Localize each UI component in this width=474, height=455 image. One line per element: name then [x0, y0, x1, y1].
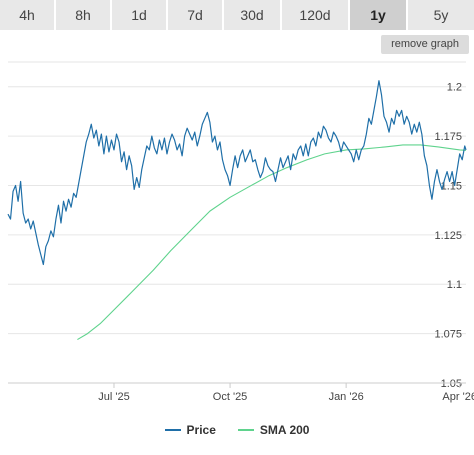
y-tick-label: 1.2	[447, 82, 462, 94]
x-tick-label: Jul '25	[98, 391, 129, 403]
y-tick-label: 1.075	[434, 329, 462, 341]
legend-label: SMA 200	[259, 423, 310, 437]
tab-5[interactable]: 120d	[282, 0, 350, 30]
timeframe-tabs: 4h 8h 1d 7d 30d 120d 1y 5y	[0, 0, 474, 30]
legend-swatch	[237, 429, 254, 431]
y-tick-label: 1.15	[441, 180, 462, 192]
tab-6[interactable]: 1y	[350, 0, 408, 30]
tab-1[interactable]: 8h	[56, 0, 112, 30]
y-tick-label: 1.125	[434, 230, 462, 242]
price-series-line	[7, 80, 467, 266]
y-tick-label: 1.175	[434, 131, 462, 143]
tab-0[interactable]: 4h	[0, 0, 56, 30]
tab-4[interactable]: 30d	[224, 0, 282, 30]
sma-200-series-line	[77, 144, 467, 341]
legend-label: Price	[186, 423, 216, 437]
tab-2[interactable]: 1d	[112, 0, 168, 30]
y-tick-label: 1.1	[447, 279, 462, 291]
remove-graph-button[interactable]: remove graph	[381, 35, 469, 54]
tab-7[interactable]: 5y	[408, 0, 474, 30]
legend-item-1[interactable]: SMA 200	[237, 423, 310, 437]
x-tick-label: Apr '26	[442, 391, 474, 403]
x-tick-label: Oct '25	[213, 391, 248, 403]
x-tick-label: Jan '26	[329, 391, 364, 403]
legend-item-0[interactable]: Price	[164, 423, 216, 437]
chart-legend: Price SMA 200	[0, 420, 474, 440]
legend-swatch	[164, 429, 181, 431]
tab-3[interactable]: 7d	[168, 0, 224, 30]
y-tick-label: 1.05	[441, 378, 462, 390]
